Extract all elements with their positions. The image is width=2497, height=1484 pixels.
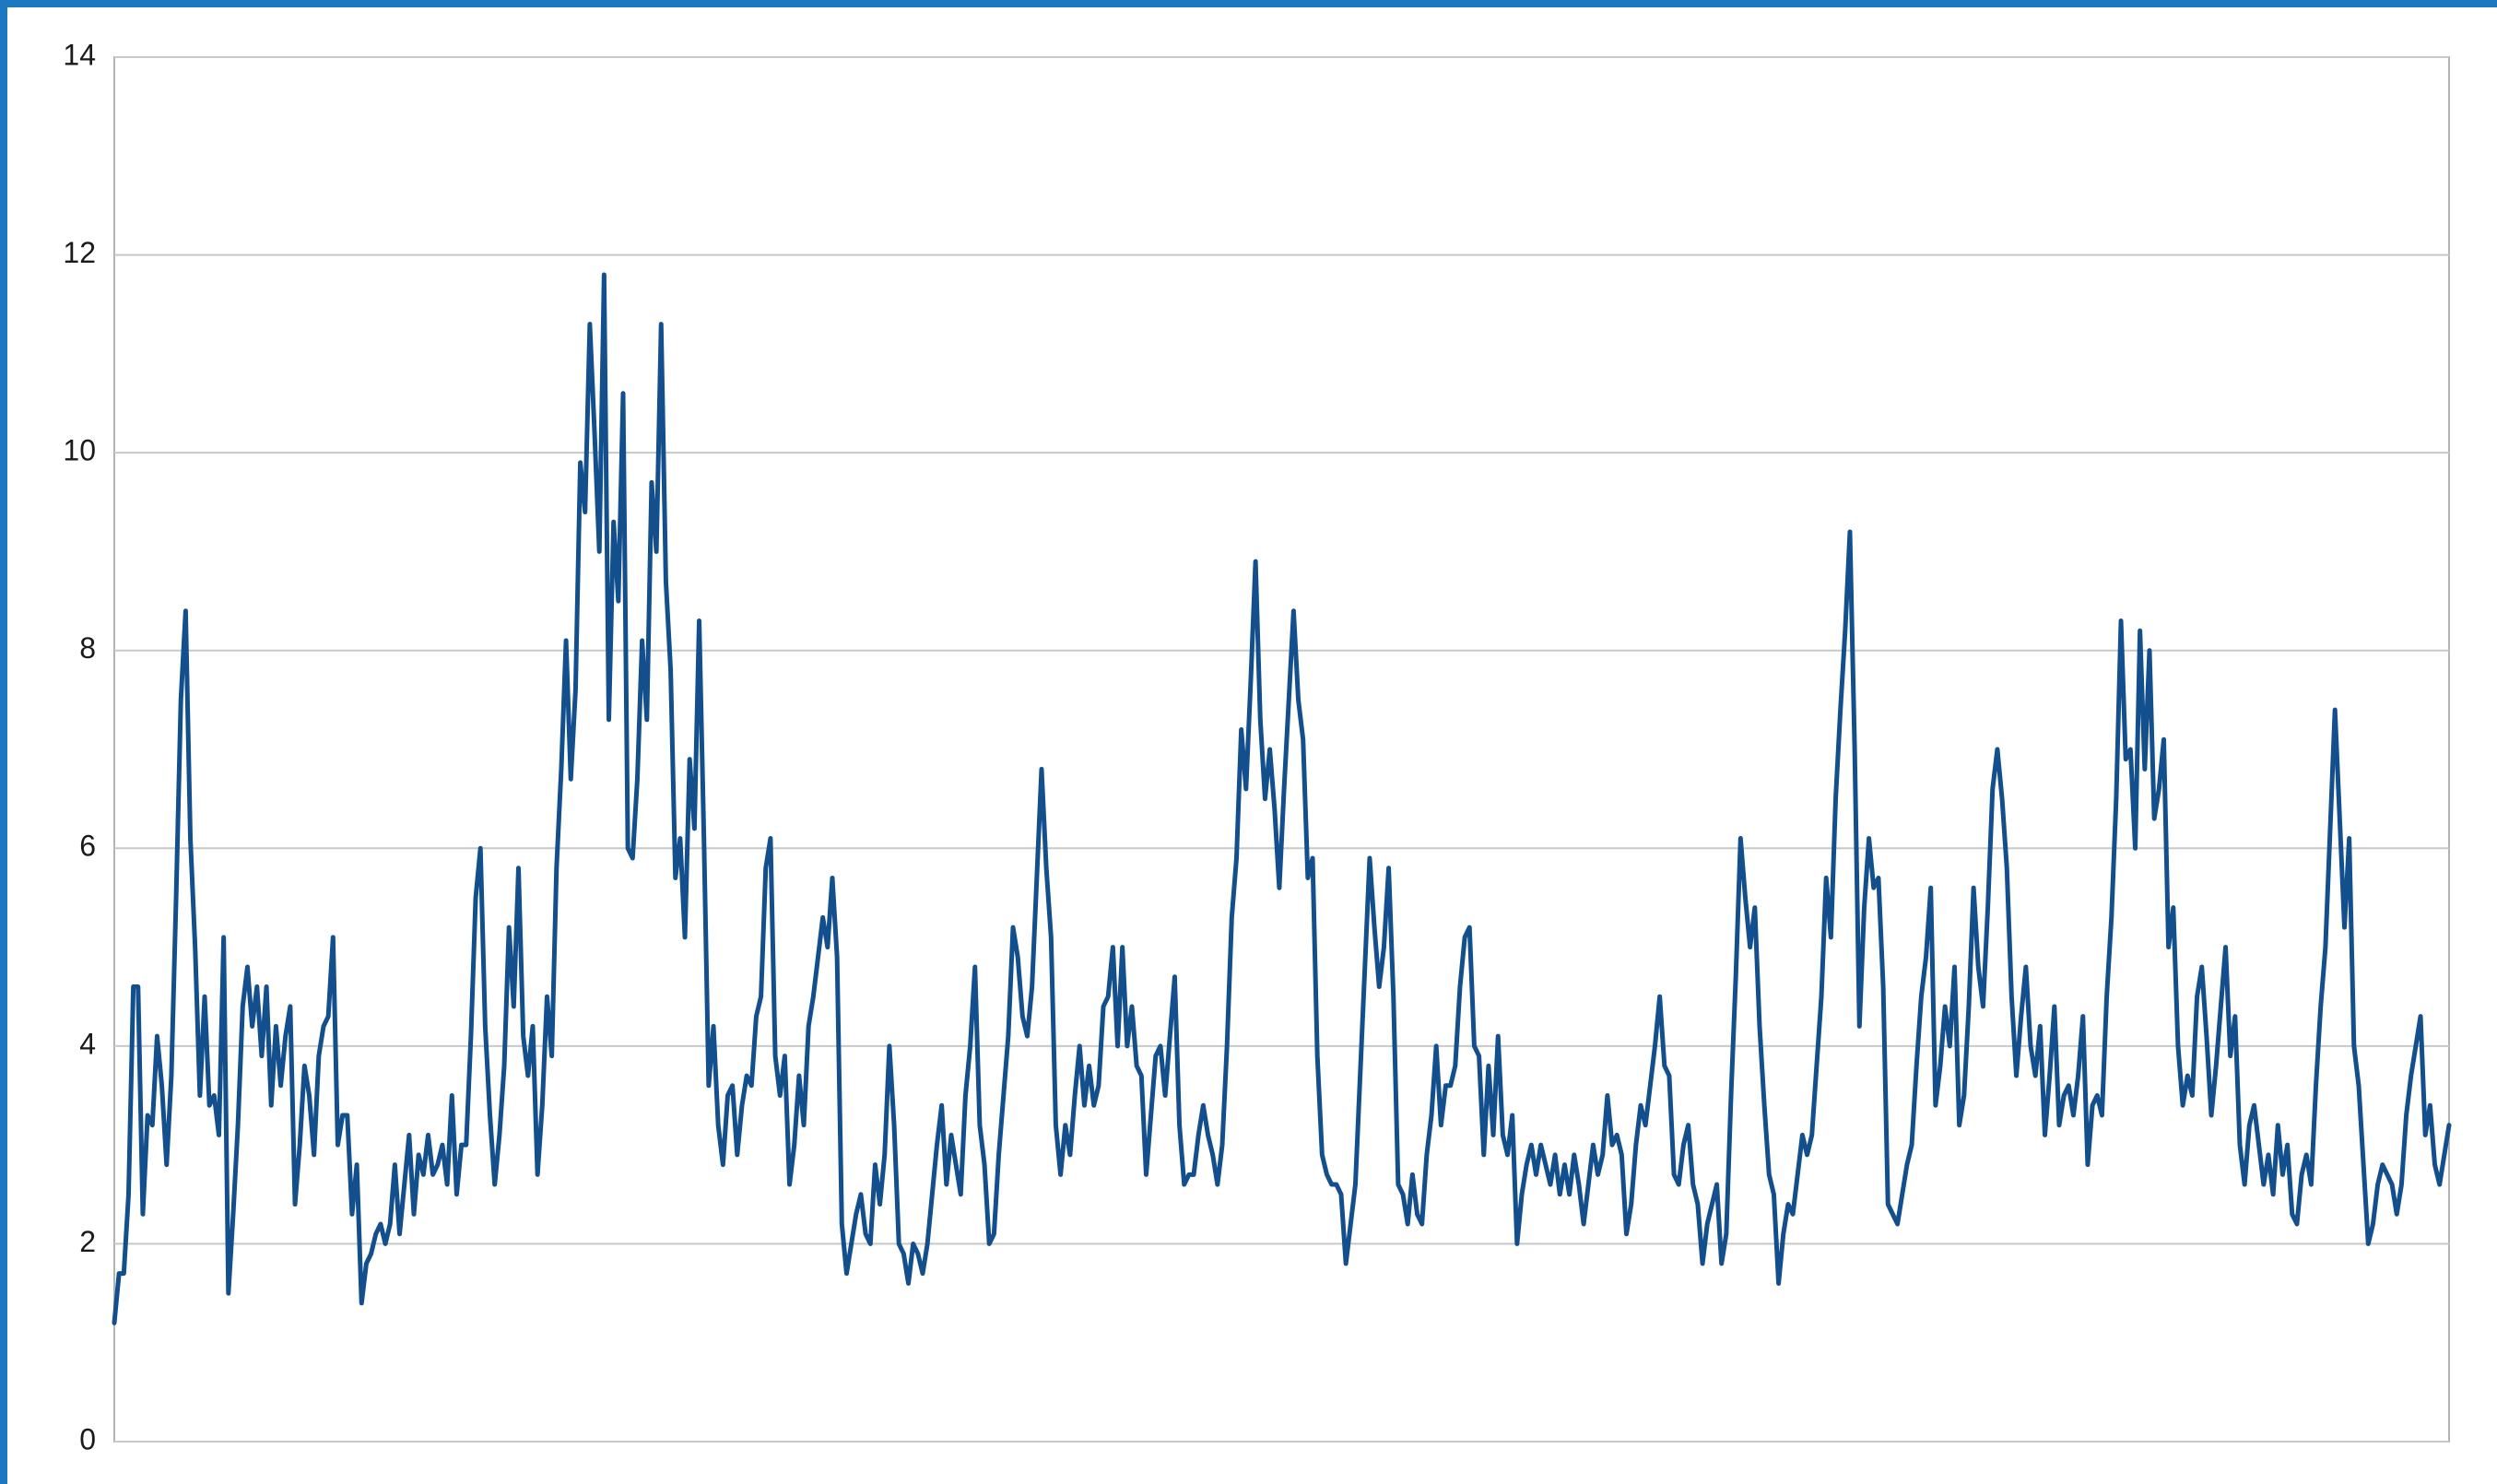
y-tick-label: 4 (79, 1027, 96, 1060)
window-border-top (0, 0, 2497, 7)
data-line (112, 272, 2452, 1325)
y-tick-label: 8 (79, 631, 96, 665)
y-tick-label: 2 (79, 1225, 96, 1258)
window-border-left (0, 0, 7, 1484)
y-tick-label: 6 (79, 830, 96, 863)
plot-area (113, 56, 2450, 1443)
y-tick-label: 14 (63, 38, 96, 71)
y-tick-label: 12 (63, 236, 96, 269)
y-tick-label: 10 (63, 434, 96, 467)
y-tick-label: 0 (79, 1422, 96, 1455)
